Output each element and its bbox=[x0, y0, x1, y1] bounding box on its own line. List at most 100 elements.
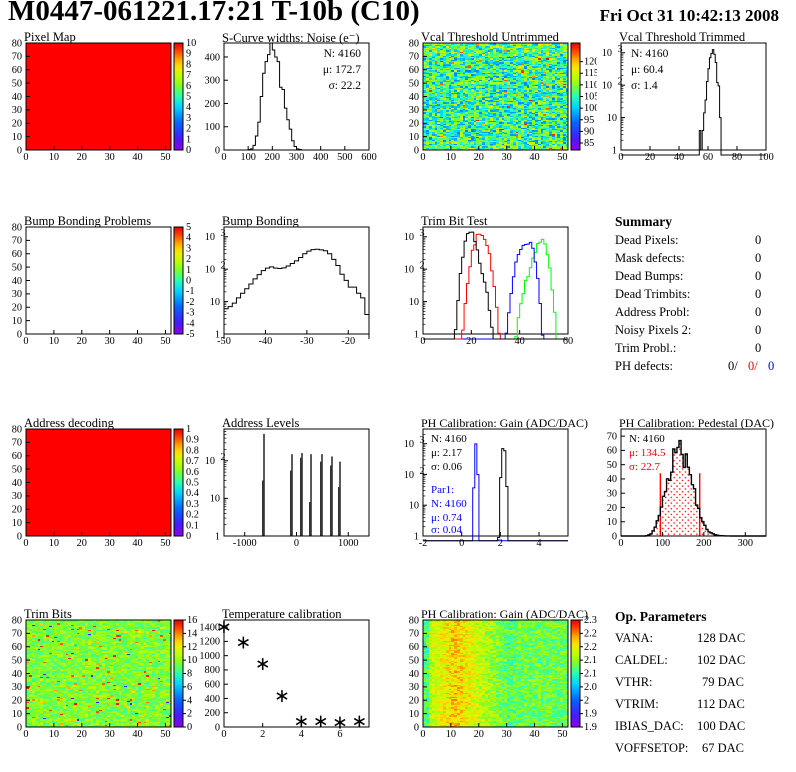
svg-text:μ: 134.5: μ: 134.5 bbox=[629, 447, 666, 459]
svg-text:∗: ∗ bbox=[255, 654, 271, 675]
svg-text:10: 10 bbox=[49, 538, 59, 549]
svg-text:40: 40 bbox=[529, 152, 539, 163]
svg-text:30: 30 bbox=[105, 152, 115, 163]
svg-text:0.5: 0.5 bbox=[186, 478, 199, 489]
svg-text:N: 4160: N: 4160 bbox=[324, 48, 362, 60]
svg-text:σ: 22.7: σ: 22.7 bbox=[629, 461, 660, 473]
svg-text:-2: -2 bbox=[186, 297, 195, 308]
svg-text:60: 60 bbox=[12, 65, 22, 76]
svg-text:50: 50 bbox=[160, 336, 170, 347]
svg-text:4: 4 bbox=[299, 729, 304, 740]
svg-text:85: 85 bbox=[584, 138, 594, 149]
svg-text:0.9: 0.9 bbox=[186, 435, 199, 446]
svg-text:60: 60 bbox=[607, 446, 617, 457]
svg-text:30: 30 bbox=[105, 538, 115, 549]
svg-text:-2: -2 bbox=[419, 538, 428, 549]
svg-text:10: 10 bbox=[446, 729, 456, 740]
svg-text:0: 0 bbox=[294, 538, 299, 549]
svg-text:μ: 0.74: μ: 0.74 bbox=[431, 512, 462, 524]
svg-text:10: 10 bbox=[409, 709, 419, 720]
svg-text:-1000: -1000 bbox=[233, 538, 257, 549]
svg-text:40: 40 bbox=[132, 729, 142, 740]
svg-text:500: 500 bbox=[337, 152, 352, 163]
svg-text:-3: -3 bbox=[186, 308, 195, 319]
svg-text:20: 20 bbox=[466, 336, 476, 347]
svg-text:50: 50 bbox=[557, 729, 567, 740]
svg-text:60: 60 bbox=[409, 65, 419, 76]
svg-text:300: 300 bbox=[205, 76, 220, 87]
svg-text:-4: -4 bbox=[186, 318, 195, 329]
svg-text:40: 40 bbox=[607, 474, 617, 485]
svg-text:9: 9 bbox=[186, 49, 191, 60]
svg-text:30: 30 bbox=[12, 682, 22, 693]
svg-text:40: 40 bbox=[515, 336, 525, 347]
svg-text:10: 10 bbox=[404, 470, 414, 481]
svg-text:30: 30 bbox=[502, 729, 512, 740]
svg-text:30: 30 bbox=[12, 289, 22, 300]
svg-text:N: 4160: N: 4160 bbox=[431, 433, 467, 445]
svg-text:N: 4160: N: 4160 bbox=[631, 48, 669, 60]
svg-text:80: 80 bbox=[732, 152, 742, 163]
svg-text:60: 60 bbox=[563, 336, 573, 347]
svg-text:40: 40 bbox=[12, 276, 22, 287]
svg-text:1: 1 bbox=[186, 134, 191, 145]
svg-text:300: 300 bbox=[289, 152, 304, 163]
svg-text:1: 1 bbox=[612, 145, 617, 156]
svg-text:70: 70 bbox=[12, 52, 22, 63]
svg-text:6: 6 bbox=[337, 729, 342, 740]
svg-text:2: 2 bbox=[186, 254, 191, 265]
svg-text:∗: ∗ bbox=[274, 686, 290, 707]
svg-text:μ: 2.17: μ: 2.17 bbox=[431, 447, 462, 459]
svg-text:60: 60 bbox=[12, 249, 22, 260]
svg-text:1400: 1400 bbox=[199, 622, 220, 633]
svg-text:2: 2 bbox=[187, 709, 192, 720]
svg-text:0: 0 bbox=[420, 729, 425, 740]
svg-text:70: 70 bbox=[12, 438, 22, 449]
svg-text:20: 20 bbox=[77, 538, 87, 549]
svg-text:8: 8 bbox=[186, 59, 191, 70]
svg-text:1000: 1000 bbox=[199, 651, 220, 662]
svg-text:50: 50 bbox=[160, 538, 170, 549]
svg-text:10: 10 bbox=[210, 297, 220, 308]
svg-text:-20: -20 bbox=[341, 336, 355, 347]
svg-text:-40: -40 bbox=[259, 336, 273, 347]
svg-text:2: 2 bbox=[498, 538, 503, 549]
svg-text:50: 50 bbox=[409, 655, 419, 666]
svg-text:0.2: 0.2 bbox=[186, 510, 199, 521]
svg-text:μ: 60.4: μ: 60.4 bbox=[631, 64, 664, 76]
svg-text:80: 80 bbox=[12, 615, 22, 626]
svg-text:N: 4160: N: 4160 bbox=[431, 498, 467, 510]
svg-text:μ: 172.7: μ: 172.7 bbox=[323, 64, 361, 76]
svg-text:2: 2 bbox=[420, 260, 425, 271]
svg-text:0.1: 0.1 bbox=[186, 520, 199, 531]
svg-text:0: 0 bbox=[221, 729, 226, 740]
svg-text:3: 3 bbox=[186, 243, 191, 254]
svg-text:6: 6 bbox=[186, 81, 191, 92]
svg-text:4: 4 bbox=[536, 538, 541, 549]
svg-text:20: 20 bbox=[12, 119, 22, 130]
svg-text:0: 0 bbox=[23, 336, 28, 347]
svg-text:0: 0 bbox=[23, 729, 28, 740]
svg-text:0: 0 bbox=[186, 531, 191, 542]
svg-text:10: 10 bbox=[404, 439, 414, 450]
svg-text:60: 60 bbox=[703, 152, 713, 163]
svg-text:40: 40 bbox=[12, 478, 22, 489]
svg-text:0: 0 bbox=[215, 145, 220, 156]
svg-text:40: 40 bbox=[529, 729, 539, 740]
svg-text:50: 50 bbox=[557, 152, 567, 163]
svg-text:20: 20 bbox=[12, 696, 22, 707]
svg-text:50: 50 bbox=[409, 78, 419, 89]
svg-text:40: 40 bbox=[12, 92, 22, 103]
svg-text:σ: 0.06: σ: 0.06 bbox=[431, 461, 462, 473]
svg-text:N: 4160: N: 4160 bbox=[629, 433, 665, 445]
svg-text:50: 50 bbox=[12, 464, 22, 475]
svg-text:1: 1 bbox=[186, 424, 191, 435]
svg-text:0.7: 0.7 bbox=[186, 456, 199, 467]
svg-text:10: 10 bbox=[49, 152, 59, 163]
svg-text:80: 80 bbox=[409, 615, 419, 626]
svg-text:100: 100 bbox=[655, 538, 670, 549]
svg-text:10: 10 bbox=[12, 709, 22, 720]
svg-text:70: 70 bbox=[409, 629, 419, 640]
svg-text:σ: 0.04: σ: 0.04 bbox=[431, 524, 462, 536]
svg-text:10: 10 bbox=[49, 336, 59, 347]
